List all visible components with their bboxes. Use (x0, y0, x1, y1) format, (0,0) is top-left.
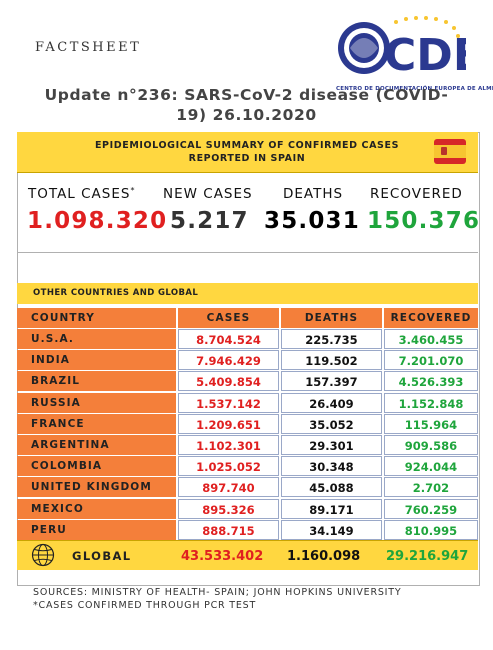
deaths-cell: 119.502 (281, 350, 382, 371)
table-row: U.S.A. 8.704.524 225.735 3.460.455 (17, 329, 478, 350)
table-row: BRAZIL 5.409.854 157.397 4.526.393 (17, 371, 478, 392)
deaths-cell: 26.409 (281, 392, 382, 413)
footnote-marker: * (130, 186, 136, 195)
other-countries-bar (17, 283, 478, 304)
spain-summary-title: EPIDEMIOLOGICAL SUMMARY OF CONFIRMED CAS… (47, 139, 447, 165)
recovered-cell: 810.995 (384, 519, 478, 540)
other-countries-label: OTHER COUNTRIES AND GLOBAL (33, 288, 199, 298)
cases-cell: 888.715 (178, 519, 279, 540)
recovered-cell: 924.044 (384, 456, 478, 477)
recovered-cell: 909.586 (384, 435, 478, 455)
global-row (17, 540, 478, 570)
spain-summary-header: EPIDEMIOLOGICAL SUMMARY OF CONFIRMED CAS… (17, 132, 478, 173)
deaths-cell: 89.171 (281, 498, 382, 519)
cases-cell: 1.209.651 (178, 413, 279, 434)
country-cell: BRAZIL (17, 371, 176, 392)
global-recovered: 29.216.947 (386, 549, 469, 564)
cases-cell: 7.946.429 (178, 350, 279, 371)
deaths-cell: 35.052 (281, 413, 382, 434)
recovered-cell: 4.526.393 (384, 371, 478, 392)
total-cases-label: TOTAL CASES* (28, 186, 136, 202)
deaths-cell: 45.088 (281, 477, 382, 498)
global-label: GLOBAL (72, 549, 132, 563)
recovered-cell: 760.259 (384, 498, 478, 519)
deaths-value: 35.031 (264, 208, 360, 234)
country-cell: INDIA (17, 350, 176, 371)
total-cases-value: 1.098.320 (27, 208, 168, 234)
summary-title-line1: EPIDEMIOLOGICAL SUMMARY OF CONFIRMED CAS… (94, 140, 400, 151)
col-header-recovered: RECOVERED (384, 308, 478, 328)
country-cell: MEXICO (17, 498, 176, 519)
cases-cell: 8.704.524 (178, 329, 279, 349)
cases-cell: 895.326 (178, 498, 279, 519)
country-cell: UNITED KINGDOM (17, 477, 176, 498)
logo-letters: CDE (384, 30, 466, 81)
recovered-value: 150.376 (367, 208, 481, 234)
new-cases-label: NEW CASES (163, 186, 253, 202)
headline-line2: 19) 26.10.2020 (176, 106, 317, 124)
pcr-note: *CASES CONFIRMED THROUGH PCR TEST (33, 600, 257, 611)
new-cases-value: 5.217 (170, 208, 249, 234)
recovered-cell: 1.152.848 (384, 392, 478, 413)
deaths-cell: 157.397 (281, 371, 382, 392)
recovered-label: RECOVERED (370, 186, 463, 202)
deaths-cell: 225.735 (281, 329, 382, 349)
globe-icon (31, 543, 55, 567)
country-cell: ARGENTINA (17, 435, 176, 455)
table-header-row: COUNTRY CASES DEATHS RECOVERED (17, 308, 478, 329)
countries-table: COUNTRY CASES DEATHS RECOVERED U.S.A. 8.7… (17, 308, 478, 541)
cases-cell: 1.025.052 (178, 456, 279, 477)
table-row: FRANCE 1.209.651 35.052 115.964 (17, 413, 478, 435)
global-deaths: 1.160.098 (287, 549, 361, 564)
deaths-cell: 29.301 (281, 435, 382, 455)
cde-logo-graphic: CDE (338, 16, 483, 81)
country-cell: U.S.A. (17, 329, 176, 349)
country-cell: COLOMBIA (17, 456, 176, 477)
cases-cell: 1.102.301 (178, 435, 279, 455)
page-headline: Update n°236: SARS-CoV-2 disease (COVID-… (0, 85, 493, 125)
table-row: RUSSIA 1.537.142 26.409 1.152.848 (17, 392, 478, 414)
logo-caption: CENTRO DE DOCUMENTACIÓN EUROPEA DE ALMER… (336, 86, 493, 92)
sources-footer: SOURCES: MINISTRY OF HEALTH- SPAIN; JOHN… (33, 586, 401, 612)
cases-cell: 1.537.142 (178, 392, 279, 413)
cde-logo: CDE CENTRO DE DOCUMENTACIÓN EUROPEA DE A… (336, 14, 493, 92)
table-row: ARGENTINA 1.102.301 29.301 909.586 (17, 435, 478, 456)
country-cell: PERU (17, 519, 176, 540)
recovered-cell: 3.460.455 (384, 329, 478, 349)
table-row: PERU 888.715 34.149 810.995 (17, 519, 478, 541)
global-cases: 43.533.402 (181, 549, 264, 564)
recovered-cell: 2.702 (384, 477, 478, 498)
factsheet-label: FACTSHEET (35, 40, 142, 55)
summary-title-line2: REPORTED IN SPAIN (188, 153, 306, 164)
table-row: INDIA 7.946.429 119.502 7.201.070 (17, 350, 478, 371)
country-cell: FRANCE (17, 413, 176, 434)
col-header-cases: CASES (178, 308, 279, 328)
table-row: MEXICO 895.326 89.171 760.259 (17, 498, 478, 520)
table-row: UNITED KINGDOM 897.740 45.088 2.702 (17, 477, 478, 498)
recovered-cell: 115.964 (384, 413, 478, 434)
deaths-cell: 30.348 (281, 456, 382, 477)
divider (17, 252, 478, 253)
headline-line1: Update n°236: SARS-CoV-2 disease (COVID- (44, 86, 449, 104)
col-header-deaths: DEATHS (281, 308, 382, 328)
table-row: COLOMBIA 1.025.052 30.348 924.044 (17, 456, 478, 477)
deaths-cell: 34.149 (281, 519, 382, 540)
cases-cell: 5.409.854 (178, 371, 279, 392)
deaths-label: DEATHS (283, 186, 344, 202)
col-header-country: COUNTRY (17, 308, 176, 328)
spain-flag-icon (434, 139, 466, 164)
sources-text: SOURCES: MINISTRY OF HEALTH- SPAIN; JOHN… (33, 587, 402, 598)
cases-cell: 897.740 (178, 477, 279, 498)
recovered-cell: 7.201.070 (384, 350, 478, 371)
country-cell: RUSSIA (17, 392, 176, 413)
